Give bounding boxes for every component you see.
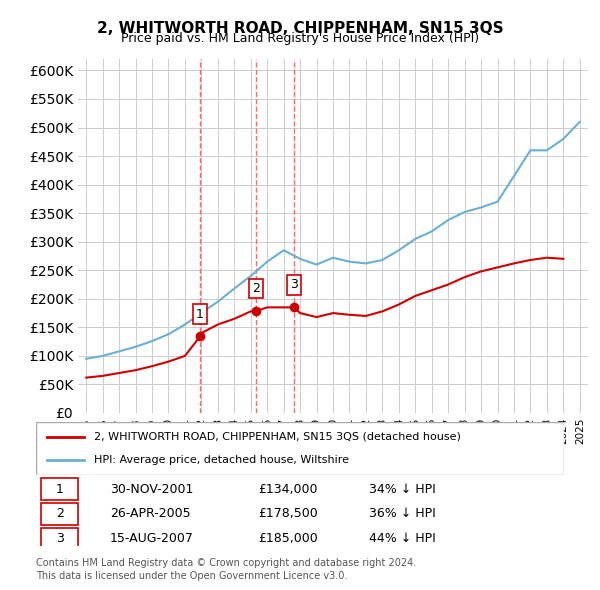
Text: 2: 2 — [56, 507, 64, 520]
Text: 3: 3 — [56, 532, 64, 545]
Text: 36% ↓ HPI: 36% ↓ HPI — [368, 507, 436, 520]
Text: 1: 1 — [196, 307, 204, 320]
Text: 3: 3 — [290, 278, 298, 291]
Text: This data is licensed under the Open Government Licence v3.0.: This data is licensed under the Open Gov… — [36, 571, 347, 581]
Text: Contains HM Land Registry data © Crown copyright and database right 2024.: Contains HM Land Registry data © Crown c… — [36, 558, 416, 568]
FancyBboxPatch shape — [36, 422, 564, 475]
Text: 34% ↓ HPI: 34% ↓ HPI — [368, 483, 436, 496]
Text: 26-APR-2005: 26-APR-2005 — [110, 507, 191, 520]
Text: HPI: Average price, detached house, Wiltshire: HPI: Average price, detached house, Wilt… — [94, 455, 349, 465]
FancyBboxPatch shape — [41, 478, 78, 500]
FancyBboxPatch shape — [41, 503, 78, 525]
Text: £185,000: £185,000 — [258, 532, 317, 545]
Text: 2, WHITWORTH ROAD, CHIPPENHAM, SN15 3QS: 2, WHITWORTH ROAD, CHIPPENHAM, SN15 3QS — [97, 21, 503, 35]
Text: 2, WHITWORTH ROAD, CHIPPENHAM, SN15 3QS (detached house): 2, WHITWORTH ROAD, CHIPPENHAM, SN15 3QS … — [94, 432, 461, 442]
FancyBboxPatch shape — [41, 528, 78, 549]
Text: £134,000: £134,000 — [258, 483, 317, 496]
Text: 44% ↓ HPI: 44% ↓ HPI — [368, 532, 436, 545]
Text: 1: 1 — [56, 483, 64, 496]
Text: 30-NOV-2001: 30-NOV-2001 — [110, 483, 193, 496]
Text: £178,500: £178,500 — [258, 507, 317, 520]
Text: Price paid vs. HM Land Registry's House Price Index (HPI): Price paid vs. HM Land Registry's House … — [121, 32, 479, 45]
Text: 2: 2 — [252, 282, 260, 295]
Text: 15-AUG-2007: 15-AUG-2007 — [110, 532, 194, 545]
